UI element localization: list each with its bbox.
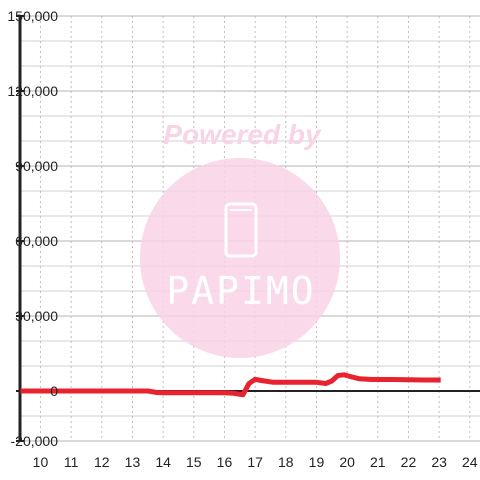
- x-tick-label: 22: [401, 454, 417, 470]
- y-tick-label: 30,000: [15, 308, 58, 324]
- y-tick-label: 150,000: [7, 8, 58, 24]
- x-tick-label: 13: [125, 454, 141, 470]
- x-tick-label: 23: [431, 454, 447, 470]
- y-tick-label: 120,000: [7, 83, 58, 99]
- x-tick-label: 19: [309, 454, 325, 470]
- watermark-circle: [140, 158, 340, 358]
- x-tick-label: 24: [462, 454, 478, 470]
- grid: [20, 15, 480, 442]
- watermark: Powered by PAPIMO: [140, 119, 340, 358]
- series: [20, 372, 441, 398]
- y-tick-label: 0: [50, 383, 58, 399]
- series-line: [20, 372, 441, 398]
- phone-icon: [224, 202, 258, 258]
- x-tick-label: 11: [64, 454, 79, 470]
- x-tick-label: 17: [247, 454, 263, 470]
- x-tick-label: 20: [339, 454, 355, 470]
- y-tick-label: 90,000: [15, 158, 58, 174]
- x-tick-label: 10: [33, 454, 49, 470]
- x-tick-label: 15: [186, 454, 202, 470]
- x-tick-label: 21: [370, 454, 386, 470]
- watermark-caption: Powered by: [163, 119, 322, 150]
- x-tick-label: 16: [217, 454, 233, 470]
- tick-labels: -20,000 0 30,000 60,000 90,000 120,000 150,000…: [7, 8, 477, 470]
- x-tick-label: 12: [94, 454, 110, 470]
- y-tick-label: -20,000: [11, 433, 59, 449]
- y-tick-label: 60,000: [15, 233, 58, 249]
- watermark-logo-text: PAPIMO: [166, 269, 315, 313]
- x-tick-label: 18: [278, 454, 294, 470]
- x-tick-label: 14: [155, 454, 171, 470]
